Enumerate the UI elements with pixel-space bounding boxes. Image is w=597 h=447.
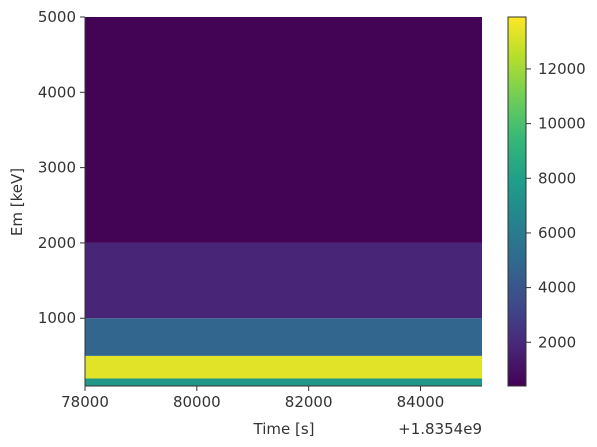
- plot-axes: 78000 80000 82000 84000 1000 2000 3000 4000 5000: [38, 8, 482, 411]
- x-tick-label: 84000: [397, 393, 445, 411]
- y-tick-label: 2000: [38, 234, 76, 252]
- colorbar: 2000 4000 6000 8000 10000 12000: [507, 16, 586, 387]
- colorbar-tick-label: 10000: [538, 115, 586, 133]
- heatmap-band: [85, 378, 482, 386]
- x-axis-label: Time [s]: [253, 420, 315, 438]
- colorbar-tick-label: 8000: [538, 169, 576, 187]
- x-offset-label: +1.8354e9: [398, 420, 482, 438]
- colorbar-tick-label: 6000: [538, 224, 576, 242]
- y-tick-label: 5000: [38, 8, 76, 26]
- heatmap-band: [85, 318, 482, 356]
- x-tick-label: 82000: [285, 393, 333, 411]
- y-axis-label: Em [keV]: [8, 168, 26, 236]
- x-tick-label: 78000: [61, 393, 109, 411]
- heatmap-band: [85, 17, 482, 243]
- y-tick-label: 3000: [38, 159, 76, 177]
- colorbar-tick-label: 4000: [538, 279, 576, 297]
- heatmap-plot-area: [85, 17, 482, 386]
- y-tick-label: 1000: [38, 309, 76, 327]
- colorbar-tick-label: 2000: [538, 333, 576, 351]
- colorbar-tick-label: 12000: [538, 60, 586, 78]
- y-tick-label: 4000: [38, 83, 76, 101]
- heatmap-band: [85, 355, 482, 379]
- heatmap-band: [85, 242, 482, 319]
- colorbar-gradient: [507, 16, 527, 387]
- x-tick-label: 80000: [173, 393, 221, 411]
